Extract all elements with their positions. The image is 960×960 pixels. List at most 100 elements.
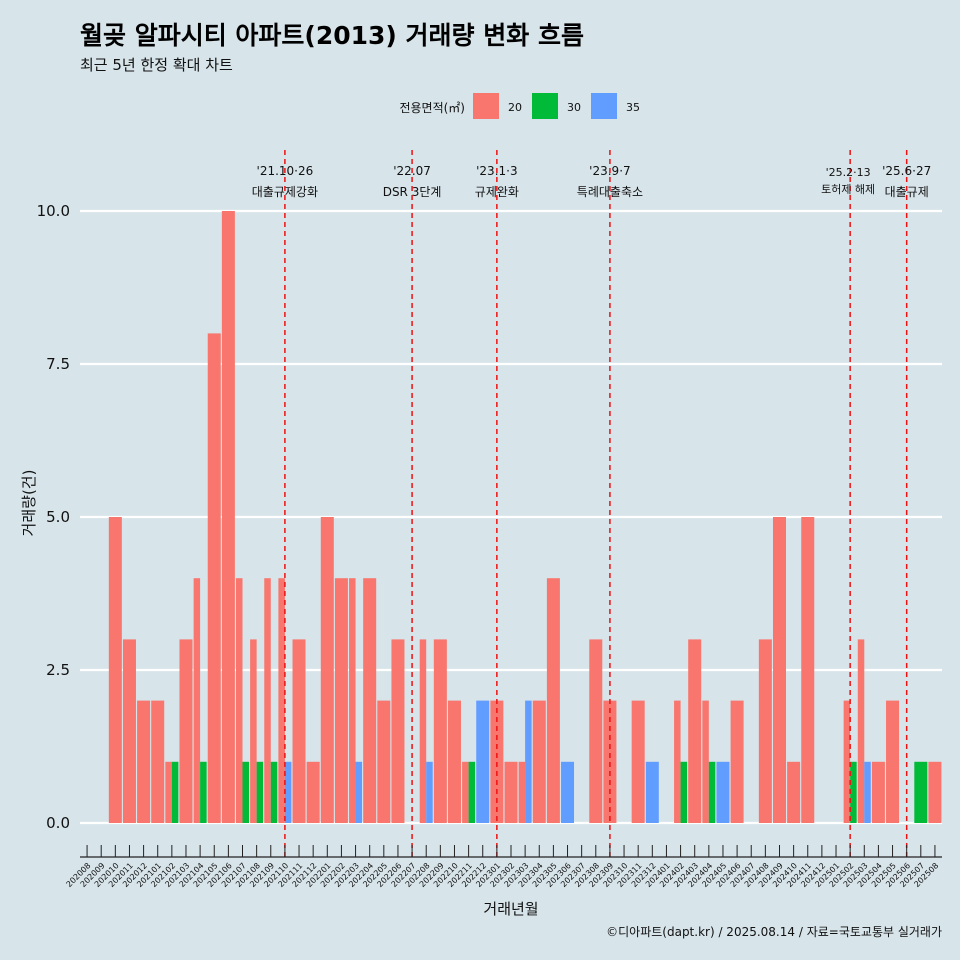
y-axis-ticks: 0.0 2.5 5.0 7.5 10.0	[37, 202, 70, 832]
bar-20-202505	[886, 700, 900, 823]
bar-20-202104	[193, 578, 201, 823]
bar-20-202402	[674, 700, 681, 823]
event-label: 대출규제강화	[252, 185, 318, 199]
bar-30-202104	[200, 761, 207, 823]
bar-35-202208	[426, 761, 433, 823]
bar-20-202503	[857, 639, 865, 823]
bar-20-202210	[447, 700, 461, 823]
bar-20-202303	[518, 761, 526, 823]
bar-20-202208	[419, 639, 427, 823]
bar-35-202203	[355, 761, 363, 823]
event-date: '25.2·13	[826, 166, 871, 179]
bar-20-202106	[221, 211, 235, 823]
chart-title: 월곶 알파시티 아파트(2013) 거래량 변화 흐름	[80, 21, 584, 50]
bar-30-202402	[680, 761, 688, 823]
bar-20-202305	[546, 578, 560, 823]
bar-35-202303	[525, 700, 532, 823]
event-date: '23.1·3	[476, 164, 517, 178]
event-date: '23.9·7	[589, 164, 630, 178]
bar-30-202107	[242, 761, 250, 823]
bar-20-202209	[433, 639, 447, 823]
y-tick-label: 7.5	[46, 355, 70, 373]
bar-20-202410	[787, 761, 801, 823]
bar-20-202311	[631, 700, 645, 823]
bar-20-202201	[320, 517, 334, 823]
chart-subtitle: 최근 5년 한정 확대 차트	[80, 56, 233, 74]
bar-20-202304	[532, 700, 546, 823]
bar-20-202302	[504, 761, 518, 823]
bar-20-202403	[688, 639, 702, 823]
bar-35-202306	[561, 761, 575, 823]
bar-20-202504	[871, 761, 885, 823]
y-tick-label: 0.0	[46, 814, 70, 832]
legend-swatch-35	[591, 93, 617, 119]
bar-20-202309	[603, 700, 617, 823]
bar-20-202101	[151, 700, 165, 823]
bar-20-202105	[207, 333, 221, 823]
y-axis-label: 거래량(건)	[20, 470, 38, 537]
bar-20-202102	[165, 761, 172, 823]
bar-20-202103	[179, 639, 193, 823]
y-tick-label: 2.5	[46, 661, 70, 679]
bar-20-202301	[490, 700, 504, 823]
legend-title: 전용면적(㎡)	[399, 101, 465, 115]
bar-20-202012	[137, 700, 151, 823]
bar-20-202502	[843, 700, 851, 823]
bar-20-202203	[349, 578, 356, 823]
legend-swatch-20	[473, 93, 499, 119]
bar-20-202111	[292, 639, 306, 823]
bar-35-202312	[645, 761, 659, 823]
x-axis-label: 거래년월	[483, 900, 538, 918]
legend-label-30: 30	[567, 101, 581, 114]
event-date: '25.6·27	[882, 164, 931, 178]
bars	[108, 211, 942, 823]
bar-20-202205	[377, 700, 391, 823]
event-date: '22.07	[393, 164, 431, 178]
bar-20-202206	[391, 639, 405, 823]
bar-20-202202	[334, 578, 348, 823]
caption: ©디아파트(dapt.kr) / 2025.08.14 / 자료=국토교통부 실…	[606, 925, 942, 939]
bar-20-202508	[928, 761, 942, 823]
bar-20-202011	[122, 639, 136, 823]
bar-20-202109	[264, 578, 271, 823]
bar-30-202507	[914, 761, 928, 823]
bar-30-202211	[468, 761, 476, 823]
x-axis: 2020082020092020102020112020122021012021…	[65, 845, 942, 889]
bar-30-202108	[256, 761, 264, 823]
bar-20-202408	[758, 639, 772, 823]
bar-20-202404	[702, 700, 709, 823]
legend-label-20: 20	[508, 101, 522, 114]
bar-20-202204	[363, 578, 377, 823]
bar-20-202107	[236, 578, 243, 823]
bar-20-202211	[462, 761, 469, 823]
event-date: '21.10·26	[257, 164, 314, 178]
bar-20-202010	[108, 517, 122, 823]
bar-35-202405	[716, 761, 730, 823]
y-tick-label: 5.0	[46, 508, 70, 526]
legend-label-35: 35	[626, 101, 640, 114]
bar-20-202110	[278, 578, 285, 823]
event-label: 대출규제	[885, 185, 929, 199]
event-markers: '21.10·26 대출규제강화 '22.07 DSR 3단계 '23.1·3 규제완화 '…	[252, 150, 931, 857]
bar-35-202212	[476, 700, 490, 823]
bar-20-202108	[250, 639, 257, 823]
y-tick-label: 10.0	[37, 202, 70, 220]
legend: 전용면적(㎡) 20 30 35	[399, 93, 640, 119]
event-label: DSR 3단계	[383, 185, 442, 199]
bar-35-202503	[864, 761, 871, 823]
bar-20-202409	[772, 517, 786, 823]
bar-30-202109	[270, 761, 278, 823]
event-label: 토허제 해제	[821, 182, 875, 196]
bar-30-202404	[708, 761, 716, 823]
bar-20-202411	[801, 517, 815, 823]
bar-30-202502	[850, 761, 857, 823]
event-label: 특례대출축소	[577, 185, 643, 199]
bar-20-202112	[306, 761, 320, 823]
event-label: 규제완화	[475, 185, 519, 199]
bar-20-202406	[730, 700, 744, 823]
bar-30-202102	[171, 761, 179, 823]
bar-35-202110	[284, 761, 292, 823]
legend-swatch-30	[532, 93, 558, 119]
bar-20-202308	[589, 639, 603, 823]
